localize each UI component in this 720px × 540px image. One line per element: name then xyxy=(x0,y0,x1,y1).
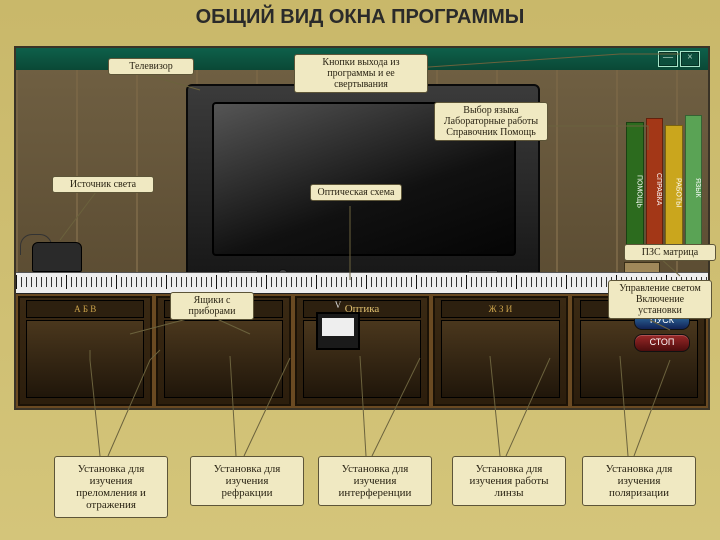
callout-exit-buttons: Кнопки выхода из программы и ее свертыва… xyxy=(294,54,428,93)
callout-setup-4: Установка для изучения работы линзы xyxy=(452,456,566,506)
callout-lang-menu: Выбор языка Лабораторные работы Справочн… xyxy=(434,102,548,141)
callout-optical-scheme: Оптическая схема xyxy=(310,184,402,201)
minimize-button[interactable]: — xyxy=(658,51,678,67)
drawer-3[interactable]: Оптика xyxy=(293,294,431,408)
optical-rail[interactable] xyxy=(16,272,708,295)
callout-light-source: Источник света xyxy=(52,176,154,193)
bookshelf: ПОМОЩЬ СПРАВКА РАБОТЫ ЯЗЫК xyxy=(626,108,702,256)
drawer-4[interactable]: Ж З И xyxy=(431,294,569,408)
stop-button[interactable]: СТОП xyxy=(634,334,690,352)
light-source-body xyxy=(32,242,82,272)
book-lang[interactable]: ЯЗЫК xyxy=(685,115,703,256)
drawer-row: А Б В Г Д Е Оптика Ж З И К Л М xyxy=(16,294,708,408)
callout-ccd: ПЗС матрица xyxy=(624,244,716,261)
book-help[interactable]: ПОМОЩЬ xyxy=(626,122,644,256)
callout-tv: Телевизор xyxy=(108,58,194,75)
callout-setup-5: Установка для изучения поляризации xyxy=(582,456,696,506)
drawer-1[interactable]: А Б В xyxy=(16,294,154,408)
close-button[interactable]: × xyxy=(680,51,700,67)
voltmeter-gauge[interactable] xyxy=(316,312,360,350)
app-window: — × ПОМОЩЬ СПРАВКА РАБОТЫ ЯЗЫК А Б В xyxy=(14,46,710,410)
callout-setup-3: Установка для изучения интерференции xyxy=(318,456,432,506)
drawer-label: А Б В xyxy=(26,300,144,318)
page-title: ОБЩИЙ ВИД ОКНА ПРОГРАММЫ xyxy=(0,6,720,29)
callout-light-control: Управление светом Включение установки xyxy=(608,280,712,319)
book-labs[interactable]: РАБОТЫ xyxy=(665,125,683,256)
callout-instrument-boxes: Ящики с приборами xyxy=(170,292,254,320)
callout-setup-1: Установка для изучения преломления и отр… xyxy=(54,456,168,518)
callout-setup-2: Установка для изучения рефракции xyxy=(190,456,304,506)
drawer-label: Ж З И xyxy=(441,300,559,318)
book-ref[interactable]: СПРАВКА xyxy=(646,118,664,256)
